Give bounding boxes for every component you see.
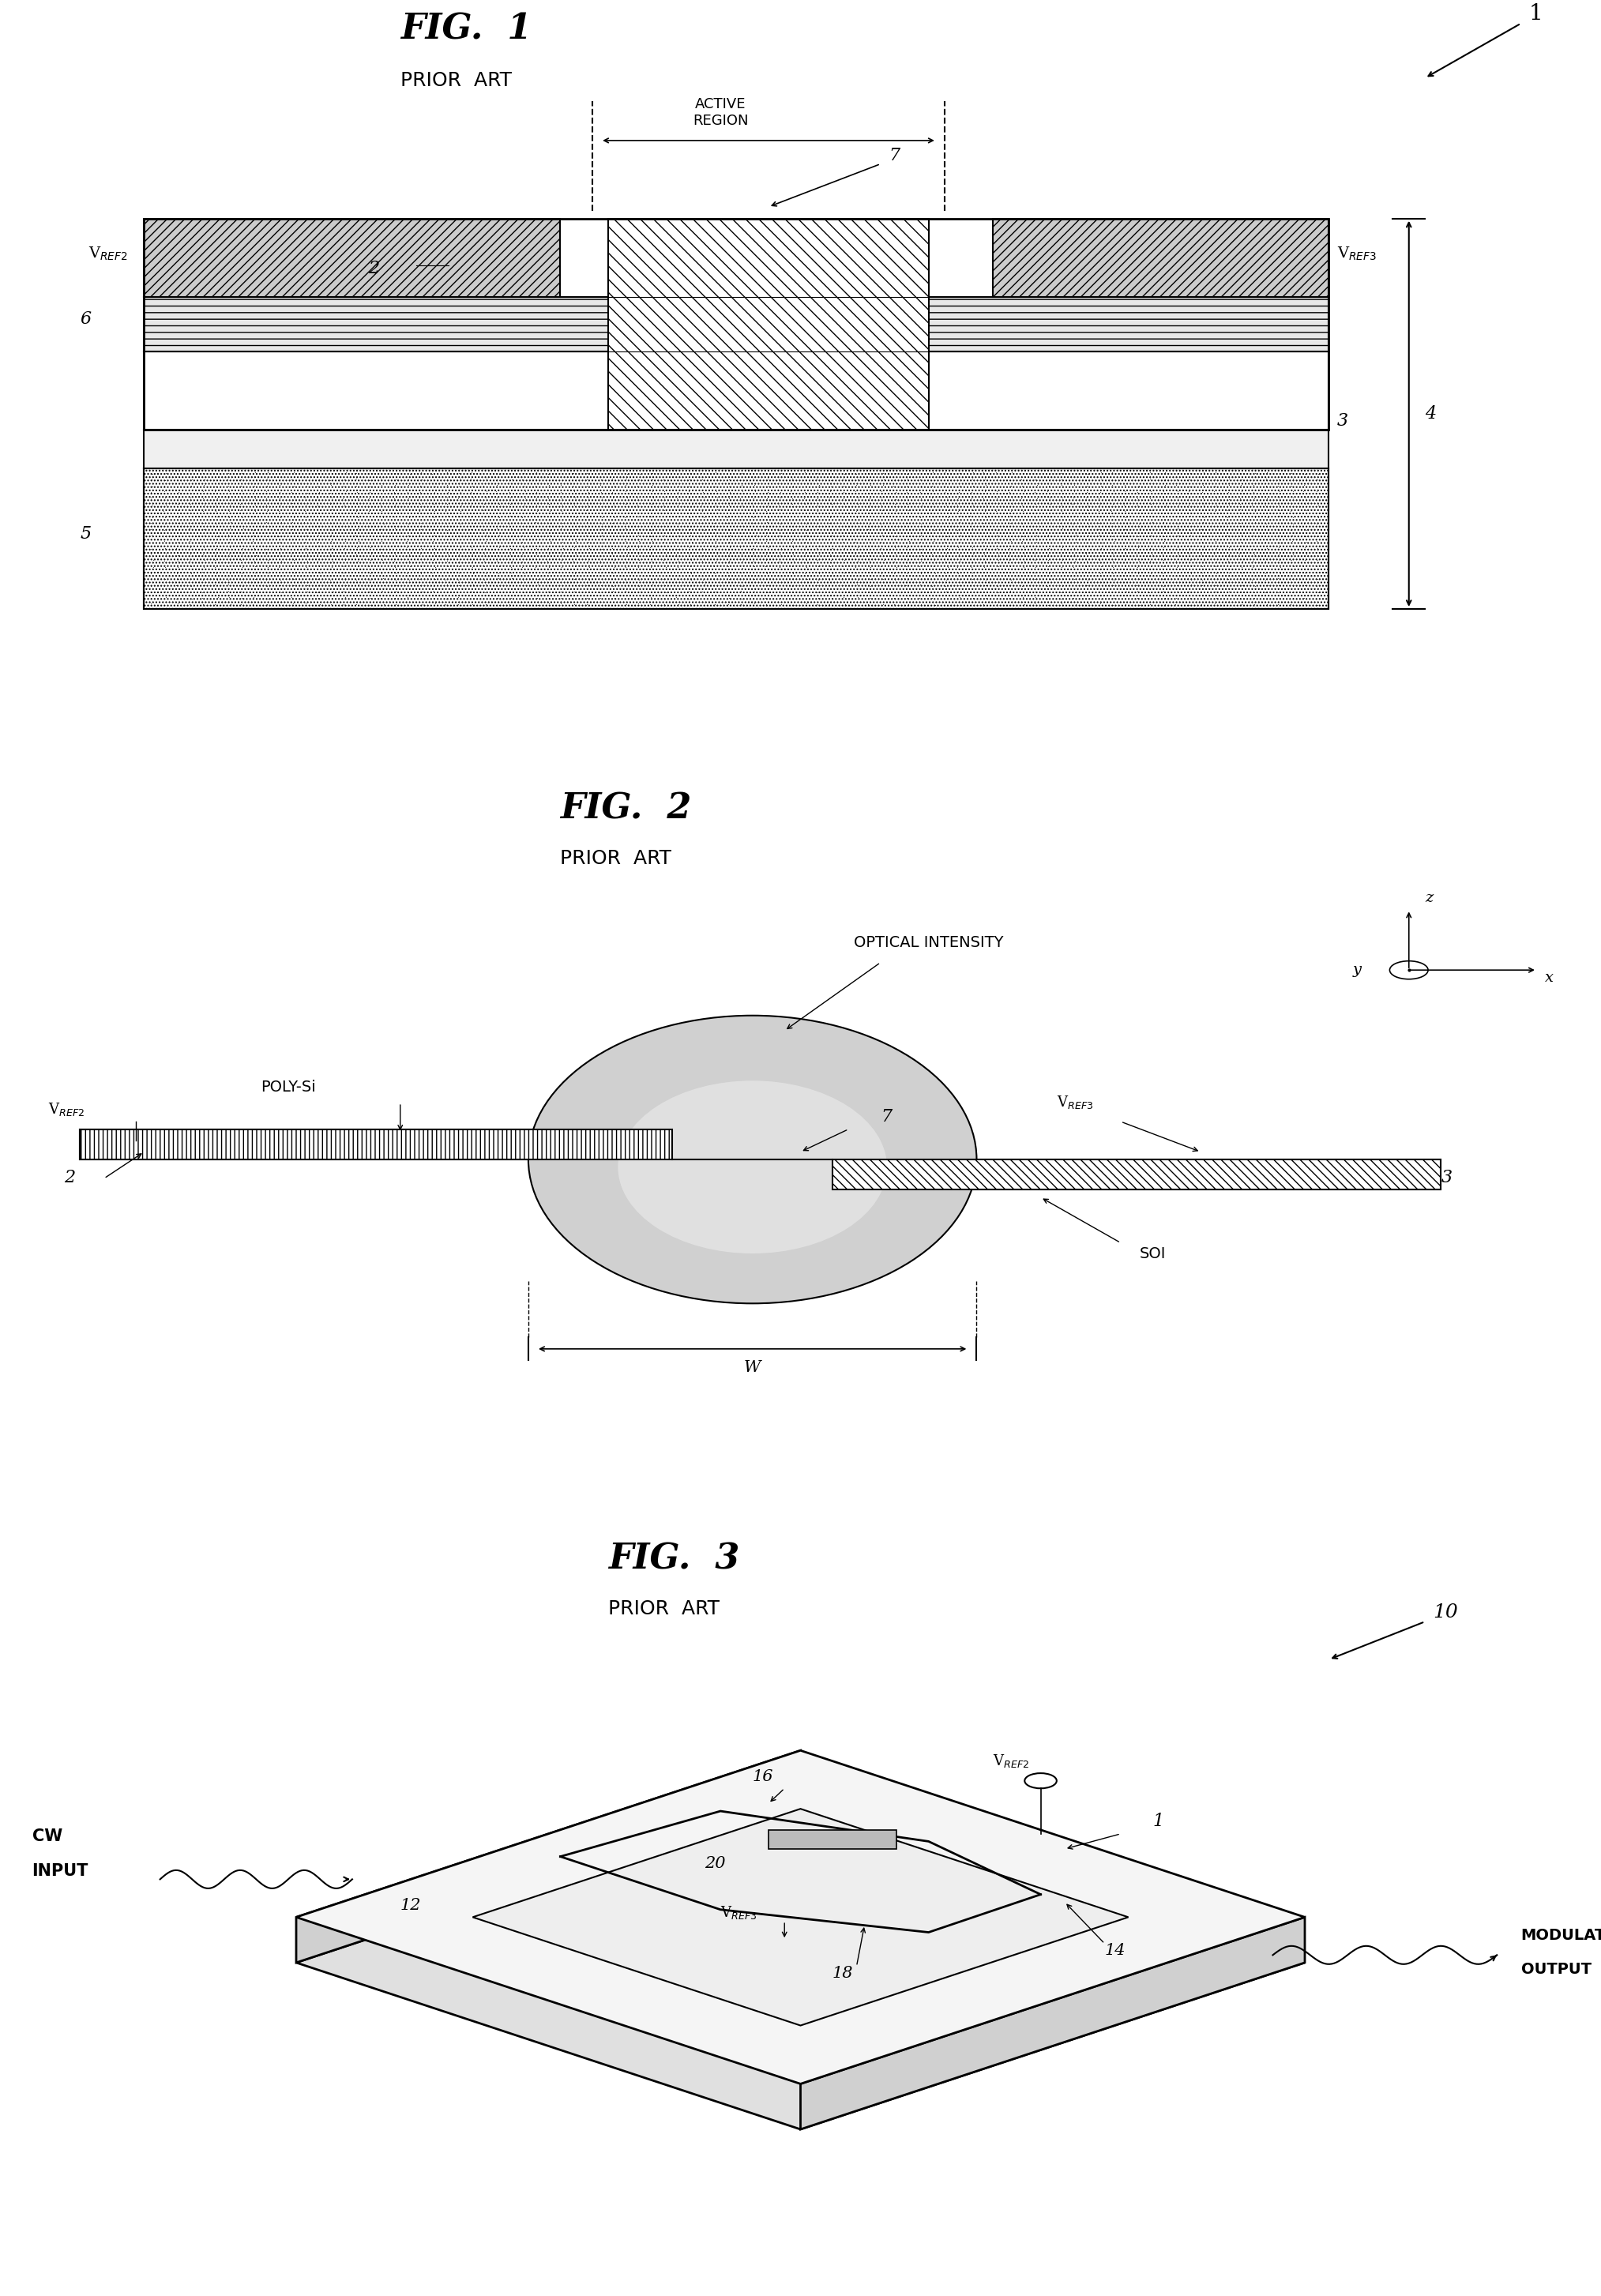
- Polygon shape: [296, 1750, 1305, 2085]
- Text: 20: 20: [704, 1855, 725, 1871]
- Bar: [144, 296, 1329, 351]
- Text: POLY-Si: POLY-Si: [261, 1079, 315, 1095]
- Bar: [833, 1159, 1441, 1189]
- Text: ACTIVE
REGION: ACTIVE REGION: [693, 96, 748, 129]
- Text: PRIOR  ART: PRIOR ART: [400, 71, 512, 90]
- Text: 14: 14: [1105, 1942, 1126, 1958]
- Text: OUTPUT: OUTPUT: [1521, 1963, 1591, 1977]
- Text: 10: 10: [1433, 1603, 1459, 1621]
- Polygon shape: [472, 1809, 1129, 2025]
- Text: FIG.  1: FIG. 1: [400, 11, 532, 46]
- Text: PRIOR  ART: PRIOR ART: [560, 850, 672, 868]
- Bar: [144, 429, 1329, 468]
- Text: 6: 6: [80, 310, 91, 328]
- Text: V$_{REF2}$: V$_{REF2}$: [48, 1102, 85, 1118]
- Text: PRIOR  ART: PRIOR ART: [608, 1598, 720, 1619]
- Text: MODULATED: MODULATED: [1521, 1929, 1601, 1942]
- Bar: [993, 218, 1329, 296]
- Ellipse shape: [528, 1015, 977, 1304]
- Text: 2: 2: [368, 259, 379, 278]
- Text: x: x: [1545, 971, 1553, 985]
- Text: V$_{REF3}$: V$_{REF3}$: [1057, 1093, 1093, 1111]
- Text: V$_{REF2}$: V$_{REF2}$: [993, 1752, 1029, 1770]
- Text: SOI: SOI: [1140, 1247, 1166, 1261]
- Bar: [144, 218, 1329, 429]
- Text: FIG.  3: FIG. 3: [608, 1543, 740, 1575]
- Text: V$_{REF3}$: V$_{REF3}$: [1337, 246, 1377, 262]
- Polygon shape: [800, 1917, 1305, 2128]
- Text: 18: 18: [833, 1965, 853, 1981]
- Text: FIG.  2: FIG. 2: [560, 792, 692, 827]
- Bar: [80, 1130, 672, 1159]
- Bar: [80, 1130, 672, 1159]
- Text: 1: 1: [1153, 1814, 1164, 1830]
- Text: 16: 16: [752, 1768, 773, 1784]
- Text: 12: 12: [400, 1899, 421, 1913]
- Text: 3: 3: [1337, 411, 1348, 429]
- Text: 7: 7: [881, 1109, 892, 1125]
- Text: 1: 1: [1529, 2, 1543, 25]
- Bar: [144, 351, 1329, 429]
- Text: 7: 7: [889, 147, 900, 163]
- Bar: [144, 218, 560, 296]
- Text: CW: CW: [32, 1828, 62, 1844]
- Bar: [144, 468, 1329, 608]
- Bar: [144, 468, 1329, 608]
- Bar: [768, 1830, 897, 1848]
- Text: V$_{REF3}$: V$_{REF3}$: [720, 1903, 757, 1922]
- Polygon shape: [296, 1750, 800, 1963]
- Text: INPUT: INPUT: [32, 1862, 88, 1878]
- Text: V$_{REF2}$: V$_{REF2}$: [88, 246, 128, 262]
- Bar: [833, 1159, 1441, 1189]
- Text: y: y: [1353, 962, 1361, 978]
- Text: 3: 3: [1441, 1169, 1452, 1187]
- Ellipse shape: [618, 1081, 887, 1254]
- Bar: [608, 218, 929, 429]
- Text: 2: 2: [64, 1169, 75, 1187]
- Text: W: W: [744, 1359, 760, 1375]
- Text: 4: 4: [1425, 404, 1436, 422]
- Text: 5: 5: [80, 526, 91, 542]
- Polygon shape: [296, 1795, 1305, 2128]
- Text: z: z: [1425, 891, 1433, 905]
- Text: OPTICAL INTENSITY: OPTICAL INTENSITY: [853, 934, 1004, 951]
